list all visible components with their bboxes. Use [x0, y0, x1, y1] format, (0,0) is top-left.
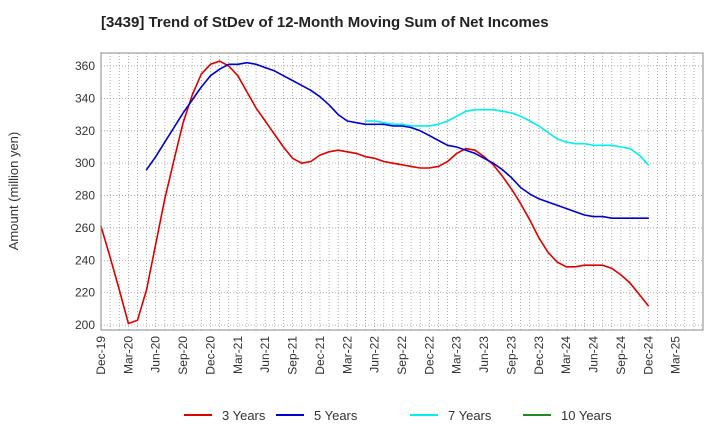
x-tick-label: Sep-21	[286, 336, 300, 375]
x-tick-label: Dec-23	[532, 336, 546, 375]
y-tick-label: 200	[75, 318, 95, 332]
x-tick-label: Mar-25	[669, 336, 683, 374]
x-tick-label: Jun-24	[587, 336, 601, 373]
series-line	[100, 60, 650, 325]
y-tick-label: 260	[75, 221, 95, 235]
y-tick-label: 300	[75, 156, 95, 170]
x-tick-label: Jun-20	[149, 336, 163, 373]
y-tick-label: 240	[75, 253, 95, 267]
y-tick-label: 340	[75, 91, 95, 105]
x-tick-label: Sep-20	[176, 336, 190, 375]
chart-title: [3439] Trend of StDev of 12-Month Moving…	[101, 14, 549, 31]
grid-lines	[101, 53, 703, 330]
x-tick-label: Dec-24	[641, 336, 655, 375]
x-tick-label: Mar-24	[559, 336, 573, 374]
x-tick-label: Dec-21	[313, 336, 327, 375]
y-tick-label: 320	[75, 124, 95, 138]
x-axis-tick-labels: Dec-19 Mar-20 Jun-20 Sep-20 Dec-20 Mar-21 Jun-…	[94, 336, 683, 375]
x-tick-label: Sep-22	[395, 336, 409, 375]
series-line	[364, 108, 650, 166]
x-tick-label: Dec-19	[94, 336, 108, 375]
x-tick-label: Mar-23	[450, 336, 464, 374]
legend: 3 Years 5 Years 7 Years 10 Years	[184, 408, 612, 423]
x-tick-label: Mar-21	[231, 336, 245, 374]
x-tick-label: Mar-20	[121, 336, 135, 374]
y-tick-label: 360	[75, 59, 95, 73]
series-line	[145, 61, 650, 219]
x-tick-label: Jun-21	[258, 336, 272, 373]
y-axis-title: Amount (million yen)	[6, 132, 21, 251]
legend-label: 10 Years	[561, 408, 612, 423]
x-tick-label: Jun-22	[368, 336, 382, 373]
legend-label: 5 Years	[314, 408, 358, 423]
plot-area-frame	[100, 52, 704, 331]
y-tick-label: 280	[75, 189, 95, 203]
y-axis-tick-labels: 200 220 240 260 280 300 320 340 360	[75, 59, 95, 332]
legend-label: 3 Years	[222, 408, 266, 423]
x-tick-label: Sep-23	[504, 336, 518, 375]
x-tick-label: Dec-22	[422, 336, 436, 375]
series-lines	[100, 60, 650, 325]
x-tick-label: Mar-22	[340, 336, 354, 374]
x-tick-label: Sep-24	[614, 336, 628, 375]
legend-label: 7 Years	[448, 408, 492, 423]
x-tick-label: Dec-20	[203, 336, 217, 375]
x-tick-label: Jun-23	[477, 336, 491, 373]
y-tick-label: 220	[75, 286, 95, 300]
